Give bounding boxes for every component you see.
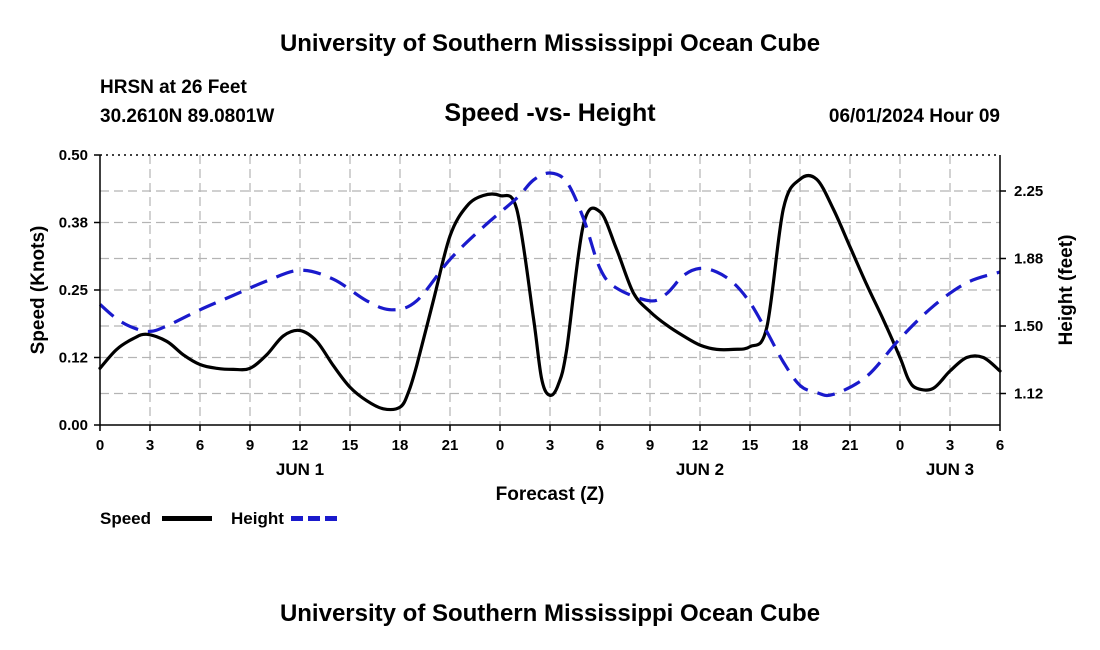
x-tick-label: 18: [792, 437, 809, 454]
x-tick-label: 15: [342, 437, 359, 454]
legend-speed-swatch: [162, 516, 212, 521]
y-left-tick-label: 0.38: [59, 215, 88, 232]
y-axis-right-label: Height (feet): [1056, 235, 1077, 346]
day-label: JUN 1: [276, 460, 324, 479]
y-axis-left-label: Speed (Knots): [28, 226, 49, 355]
x-tick-label: 6: [596, 437, 604, 454]
chart-subtitle: Speed -vs- Height: [444, 99, 656, 127]
x-tick-label: 12: [292, 437, 309, 454]
day-label: JUN 2: [676, 460, 724, 479]
x-tick-label: 6: [196, 437, 204, 454]
x-tick-label: 3: [546, 437, 554, 454]
series-line-height: [98, 171, 1001, 398]
series-line-speed: [98, 173, 1002, 412]
x-tick-label: 0: [96, 437, 104, 454]
x-tick-label: 18: [392, 437, 409, 454]
x-tick-label: 3: [146, 437, 154, 454]
y-left-tick-label: 0.25: [59, 282, 88, 299]
series-layer: [98, 171, 1002, 412]
legend-height-label: Height: [231, 509, 284, 528]
x-tick-label: 12: [692, 437, 709, 454]
x-tick-label: 21: [842, 437, 859, 454]
x-tick-label: 3: [946, 437, 954, 454]
forecast-datetime: 06/01/2024 Hour 09: [828, 106, 1000, 127]
y-left-tick-label: 0.00: [59, 417, 88, 434]
x-tick-label: 0: [896, 437, 904, 454]
axis-labels: Forecast (Z) Speed (Knots) Height (feet)…: [28, 147, 1077, 505]
day-label: JUN 3: [926, 460, 974, 479]
title-top: University of Southern Mississippi Ocean…: [279, 30, 821, 57]
x-tick-label: 9: [246, 437, 254, 454]
station-coords: 30.2610N 89.0801W: [100, 106, 275, 127]
y-right-tick-label: 1.50: [1014, 318, 1043, 335]
x-axis-label: Forecast (Z): [496, 484, 605, 505]
station-label: HRSN at 26 Feet: [100, 77, 247, 98]
y-left-tick-label: 0.50: [59, 147, 88, 164]
x-tick-label: 15: [742, 437, 759, 454]
y-right-tick-label: 1.12: [1014, 386, 1043, 403]
y-left-tick-label: 0.12: [59, 350, 88, 367]
x-tick-label: 9: [646, 437, 654, 454]
y-right-tick-label: 1.88: [1014, 251, 1043, 268]
plot-frame: [94, 154, 1006, 431]
title-bottom: University of Southern Mississippi Ocean…: [279, 600, 821, 627]
x-tick-label: 21: [442, 437, 459, 454]
x-tick-label: 6: [996, 437, 1004, 454]
grid: [100, 155, 1000, 425]
x-tick-label: 0: [496, 437, 504, 454]
legend-speed-label: Speed: [100, 509, 152, 528]
y-right-tick-label: 2.25: [1014, 183, 1043, 200]
legend-height-swatch: [291, 516, 341, 521]
